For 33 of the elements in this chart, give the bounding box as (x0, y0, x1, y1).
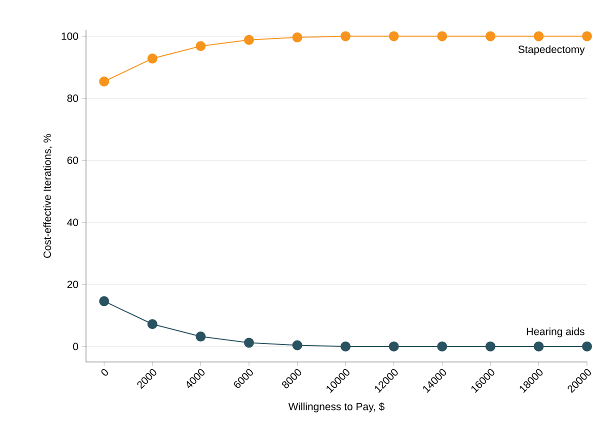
y-tick-label: 80 (67, 94, 78, 102)
point (244, 338, 254, 348)
series-label: Stapedectomy (518, 45, 585, 56)
point (147, 319, 158, 330)
point (485, 341, 496, 352)
point (437, 31, 448, 42)
point (99, 76, 110, 86)
point (196, 41, 206, 52)
y-tick-label: 100 (62, 32, 78, 40)
point (292, 32, 302, 42)
y-tick-label: 20 (67, 280, 78, 288)
point (388, 341, 399, 352)
x-tick-label: 0 (101, 369, 108, 376)
point (340, 31, 351, 42)
x-axis-title: Willingness to Pay, $ (288, 402, 384, 412)
point (437, 341, 448, 352)
point (99, 296, 110, 306)
point (196, 332, 206, 342)
point (340, 341, 351, 352)
point (582, 31, 592, 42)
point (388, 31, 399, 42)
point (244, 34, 254, 45)
point (582, 341, 592, 352)
point (485, 31, 496, 42)
y-tick-label: 40 (67, 218, 78, 226)
series-label: Hearing aids (526, 328, 584, 338)
point (534, 341, 544, 352)
point (147, 54, 158, 64)
point (534, 31, 544, 42)
y-axis-title: Cost-effective Iterations, % (43, 134, 52, 258)
point (292, 340, 302, 350)
y-tick-label: 60 (67, 156, 78, 164)
y-tick-label: 0 (73, 342, 78, 350)
